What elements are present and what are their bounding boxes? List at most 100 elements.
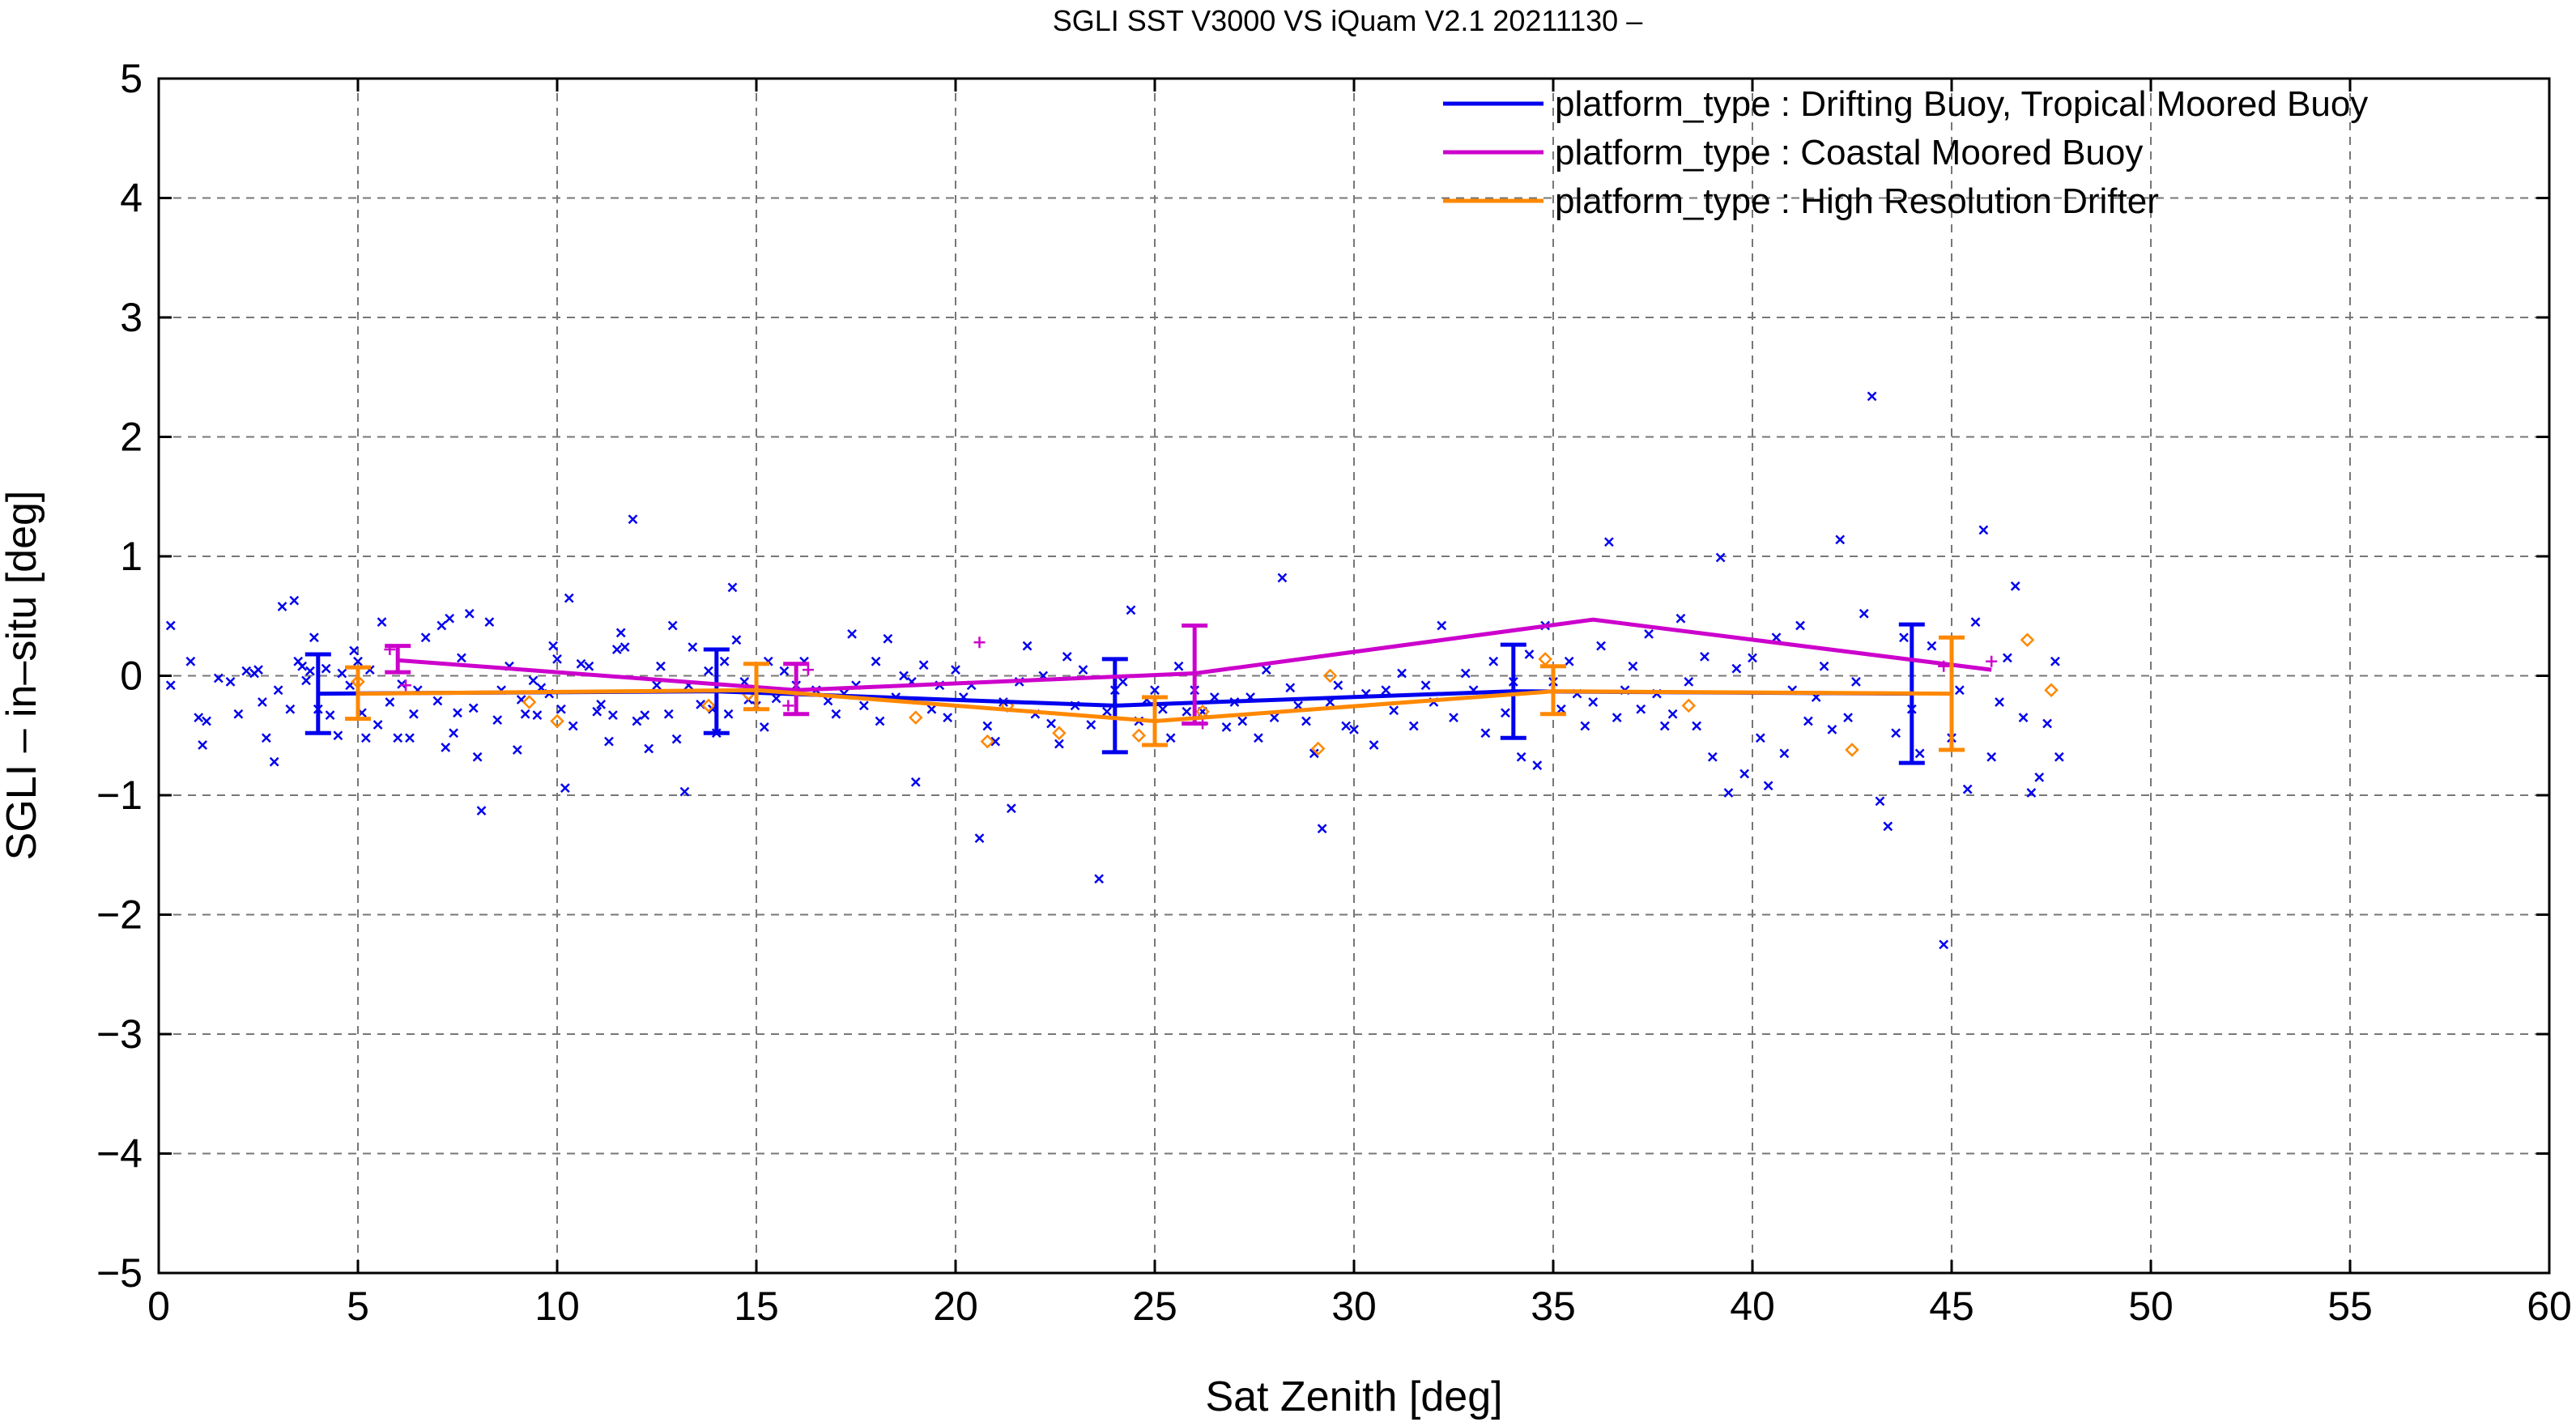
- x-tick-label: 10: [534, 1284, 580, 1329]
- data-point: [464, 608, 475, 619]
- data-point: [1022, 641, 1033, 651]
- data-point: [2020, 632, 2035, 648]
- data-point: [1420, 680, 1431, 691]
- data-point: [1221, 722, 1232, 732]
- data-point: [1845, 743, 1859, 757]
- data-point: [552, 654, 562, 664]
- legend-entry: platform_type : Drifting Buoy, Tropical …: [1555, 84, 2368, 124]
- data-point: [611, 645, 622, 654]
- data-point: [337, 668, 347, 679]
- data-marks: [165, 391, 2064, 950]
- data-point: [1636, 704, 1646, 714]
- data-point: [644, 743, 654, 754]
- data-point: [2026, 788, 2037, 798]
- data-point: [1118, 676, 1128, 687]
- x-tick-label: 55: [2327, 1284, 2373, 1329]
- data-point: [484, 617, 495, 628]
- data-point: [1349, 724, 1359, 734]
- data-point: [550, 713, 564, 729]
- data-point: [1835, 534, 1846, 545]
- data-point: [1254, 733, 1263, 743]
- data-point: [1684, 676, 1694, 687]
- data-point: [420, 632, 431, 643]
- data-point: [1538, 652, 1552, 666]
- data-point: [1173, 661, 1184, 671]
- data-point: [385, 697, 395, 707]
- data-point: [980, 734, 995, 749]
- data-point: [731, 635, 742, 645]
- data-point: [632, 716, 642, 726]
- data-point: [1301, 716, 1311, 726]
- data-point: [445, 613, 455, 624]
- data-point: [297, 661, 308, 671]
- x-tick-label: 30: [1331, 1284, 1377, 1329]
- data-point: [943, 713, 953, 723]
- data-point: [1277, 573, 1288, 583]
- y-tick-label: 0: [120, 654, 143, 699]
- data-point: [225, 676, 236, 687]
- data-point: [596, 700, 607, 709]
- data-point: [520, 709, 530, 719]
- data-point: [918, 660, 929, 671]
- y-tick-label: 5: [120, 56, 143, 101]
- data-point: [233, 709, 244, 719]
- data-point: [704, 666, 713, 676]
- data-point: [1723, 788, 1734, 798]
- data-point: [1397, 668, 1407, 679]
- data-point: [1859, 608, 1869, 619]
- data-point: [528, 675, 539, 686]
- data-point: [1556, 704, 1566, 714]
- data-point: [1867, 391, 1877, 402]
- data-point: [926, 704, 937, 714]
- data-point: [584, 661, 594, 671]
- data-point: [1333, 680, 1343, 691]
- data-point: [1755, 733, 1765, 743]
- data-point: [782, 700, 794, 712]
- data-point: [194, 713, 204, 723]
- data-point: [453, 708, 462, 718]
- data-point: [325, 710, 335, 721]
- x-tick-label: 50: [2128, 1284, 2174, 1329]
- data-point: [1875, 796, 1885, 807]
- data-point: [1763, 781, 1773, 791]
- data-point: [875, 716, 885, 726]
- data-point: [476, 806, 487, 816]
- grid: [159, 79, 2549, 1273]
- data-point: [667, 620, 678, 631]
- data-point: [377, 617, 387, 628]
- data-point: [1954, 685, 1965, 696]
- data-point: [2042, 718, 2052, 729]
- data-point: [607, 710, 618, 721]
- data-point: [1603, 537, 1614, 547]
- y-tick-label: −1: [96, 773, 143, 818]
- data-point: [640, 710, 650, 721]
- data-point: [951, 665, 960, 675]
- data-point: [628, 514, 638, 525]
- data-point: [373, 720, 383, 730]
- data-point: [1165, 733, 1176, 743]
- x-tick-label: 20: [933, 1284, 978, 1329]
- data-point: [202, 716, 211, 726]
- data-point: [1501, 708, 1510, 718]
- data-point: [1771, 632, 1782, 643]
- data-point: [1843, 713, 1853, 723]
- data-point: [1237, 716, 1248, 726]
- data-point: [909, 710, 923, 725]
- x-tick-label: 5: [347, 1284, 369, 1329]
- data-point: [1659, 721, 1670, 731]
- data-point: [2034, 772, 2045, 782]
- data-point: [468, 703, 479, 713]
- data-point: [560, 783, 570, 794]
- data-point: [400, 679, 412, 692]
- data-point: [1700, 652, 1710, 662]
- data-point: [871, 656, 881, 666]
- data-point: [1681, 698, 1697, 713]
- y-tick-label: 4: [120, 176, 143, 221]
- data-point: [1986, 751, 1997, 762]
- x-tick-label: 45: [1929, 1284, 1974, 1329]
- data-point: [1819, 661, 1829, 671]
- data-point: [285, 704, 296, 714]
- series-mean-line: [398, 617, 1992, 692]
- data-point: [779, 666, 790, 676]
